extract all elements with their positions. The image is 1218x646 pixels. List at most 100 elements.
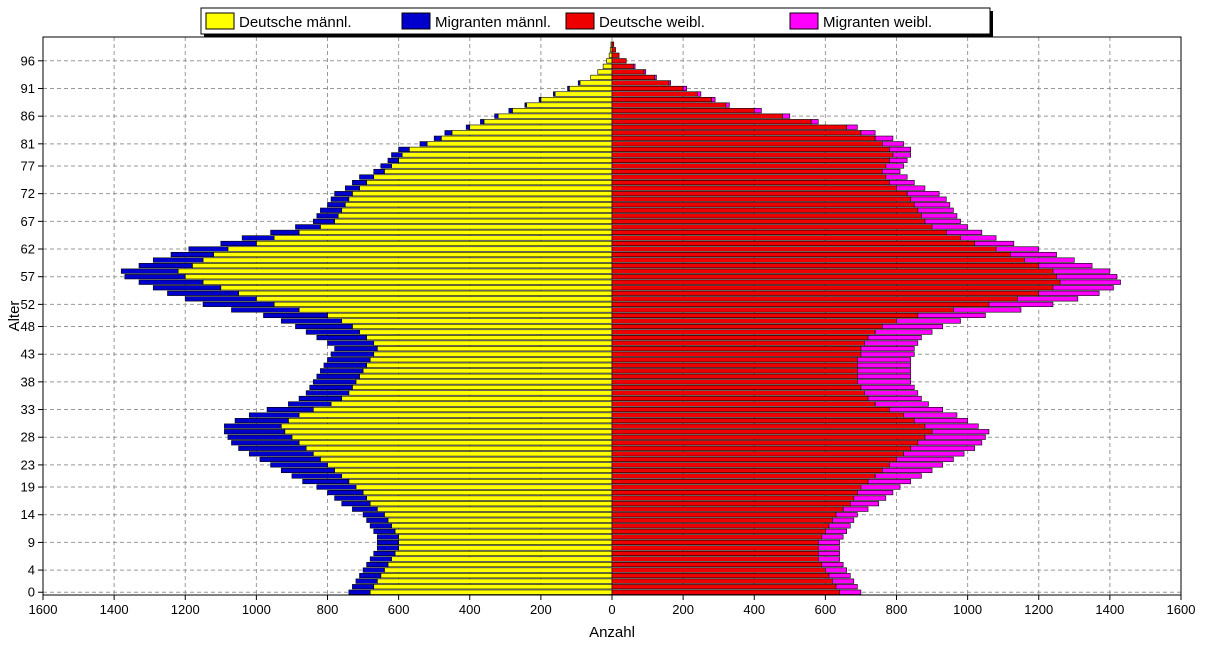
bar-migranten-m-10	[376, 534, 399, 540]
bar-deutsche-w-43	[611, 351, 862, 357]
bar-deutsche-w-4	[611, 567, 826, 573]
bar-deutsche-m-29	[284, 429, 613, 435]
bar-deutsche-m-88	[526, 102, 613, 108]
bar-deutsche-w-22	[611, 467, 883, 474]
bar-migranten-m-36	[305, 390, 350, 396]
bar-deutsche-m-0	[369, 589, 613, 595]
x-tick-label-2: 1200	[171, 602, 200, 617]
y-tick-label-12: 57	[21, 269, 35, 284]
bar-migranten-w-21	[874, 473, 922, 479]
bar-migranten-m-66	[295, 224, 321, 230]
bar-deutsche-m-31	[288, 418, 613, 424]
bar-deutsche-m-47	[359, 329, 613, 335]
bar-deutsche-m-57	[184, 274, 613, 280]
bar-deutsche-w-56	[611, 279, 1061, 285]
bar-migranten-w-92	[668, 80, 671, 86]
bar-deutsche-m-77	[391, 163, 613, 169]
bar-migranten-w-54	[1038, 290, 1100, 296]
bar-deutsche-m-10	[398, 534, 613, 540]
bar-migranten-w-46	[867, 335, 922, 341]
bar-deutsche-w-31	[611, 418, 915, 424]
bar-deutsche-w-74	[611, 180, 890, 186]
y-tick-label-0: 0	[28, 585, 35, 600]
bar-deutsche-m-64	[273, 235, 613, 241]
bar-deutsche-w-92	[611, 80, 670, 86]
y-tick-label-4: 19	[21, 480, 35, 495]
bar-deutsche-m-25	[312, 451, 613, 457]
bar-deutsche-m-87	[512, 108, 613, 114]
bar-migranten-w-38	[857, 379, 912, 385]
bar-deutsche-m-79	[401, 152, 613, 158]
bar-migranten-m-50	[263, 312, 328, 319]
x-tick-label-0: 1600	[29, 602, 58, 617]
bar-deutsche-w-71	[611, 196, 912, 202]
bar-migranten-w-30	[924, 423, 979, 429]
bar-migranten-m-5	[366, 561, 389, 568]
bar-deutsche-m-46	[366, 335, 613, 341]
bar-migranten-w-27	[917, 440, 983, 446]
bar-deutsche-m-15	[376, 506, 613, 512]
bar-migranten-m-9	[376, 539, 399, 545]
bar-deutsche-m-95	[602, 63, 613, 69]
bar-migranten-w-14	[835, 512, 858, 518]
bar-migranten-w-90	[697, 91, 702, 97]
bar-migranten-m-3	[359, 573, 382, 579]
bar-migranten-w-64	[960, 235, 997, 241]
bar-deutsche-m-18	[362, 490, 613, 496]
bar-migranten-m-4	[362, 567, 385, 573]
bar-migranten-m-74	[352, 180, 367, 186]
bar-migranten-w-28	[924, 434, 986, 440]
y-tick-label-5: 23	[21, 457, 35, 472]
bar-migranten-w-20	[867, 478, 912, 485]
bar-migranten-w-87	[753, 108, 762, 114]
bar-deutsche-w-70	[611, 202, 915, 208]
y-axis-label: Alter	[6, 301, 23, 332]
bar-deutsche-w-94	[611, 69, 645, 75]
bar-migranten-w-76	[881, 168, 901, 175]
bar-deutsche-w-86	[611, 113, 783, 119]
bar-deutsche-w-23	[611, 462, 890, 468]
x-tick-label-6: 400	[459, 602, 481, 617]
bar-migranten-w-12	[828, 523, 851, 529]
x-tick-label-5: 600	[388, 602, 410, 617]
bar-migranten-m-11	[373, 528, 396, 534]
bar-migranten-m-44	[334, 346, 378, 352]
bar-deutsche-w-64	[611, 235, 961, 241]
bar-migranten-m-2	[355, 578, 378, 584]
bar-migranten-m-20	[302, 478, 350, 485]
bar-deutsche-m-85	[483, 119, 613, 125]
bar-migranten-w-36	[864, 390, 919, 396]
bar-deutsche-w-79	[611, 152, 894, 158]
bar-deutsche-m-30	[280, 423, 613, 429]
bar-deutsche-w-89	[611, 96, 712, 103]
bar-deutsche-m-97	[608, 52, 613, 58]
bar-deutsche-w-21	[611, 473, 876, 479]
bar-migranten-w-33	[889, 406, 944, 413]
legend-box	[200, 7, 991, 35]
bar-migranten-w-73	[896, 185, 926, 191]
bar-deutsche-w-29	[611, 429, 933, 435]
bar-deutsche-m-3	[380, 573, 613, 579]
bar-deutsche-m-32	[298, 412, 613, 418]
bar-migranten-w-86	[782, 113, 791, 119]
bar-migranten-m-51	[231, 307, 300, 313]
bar-deutsche-w-83	[611, 130, 862, 136]
bar-migranten-m-30	[224, 423, 282, 429]
bar-deutsche-m-23	[327, 462, 613, 468]
bar-deutsche-w-14	[611, 512, 837, 518]
bar-deutsche-m-39	[359, 373, 613, 379]
bar-migranten-w-45	[864, 340, 919, 346]
x-tick-label-16: 1600	[1167, 602, 1196, 617]
bar-deutsche-w-62	[611, 246, 997, 252]
bar-deutsche-m-21	[341, 473, 613, 479]
bar-deutsche-m-12	[391, 523, 613, 529]
bar-deutsche-m-71	[348, 196, 613, 202]
legend-swatch-migranten_m	[401, 12, 431, 30]
bar-deutsche-m-90	[554, 91, 613, 97]
bar-migranten-w-63	[974, 240, 1015, 247]
legend-label-deutsche_m: Deutsche männl.	[239, 14, 352, 31]
bar-migranten-m-69	[320, 207, 343, 213]
bar-migranten-w-15	[842, 506, 869, 512]
bar-migranten-m-33	[266, 406, 314, 413]
